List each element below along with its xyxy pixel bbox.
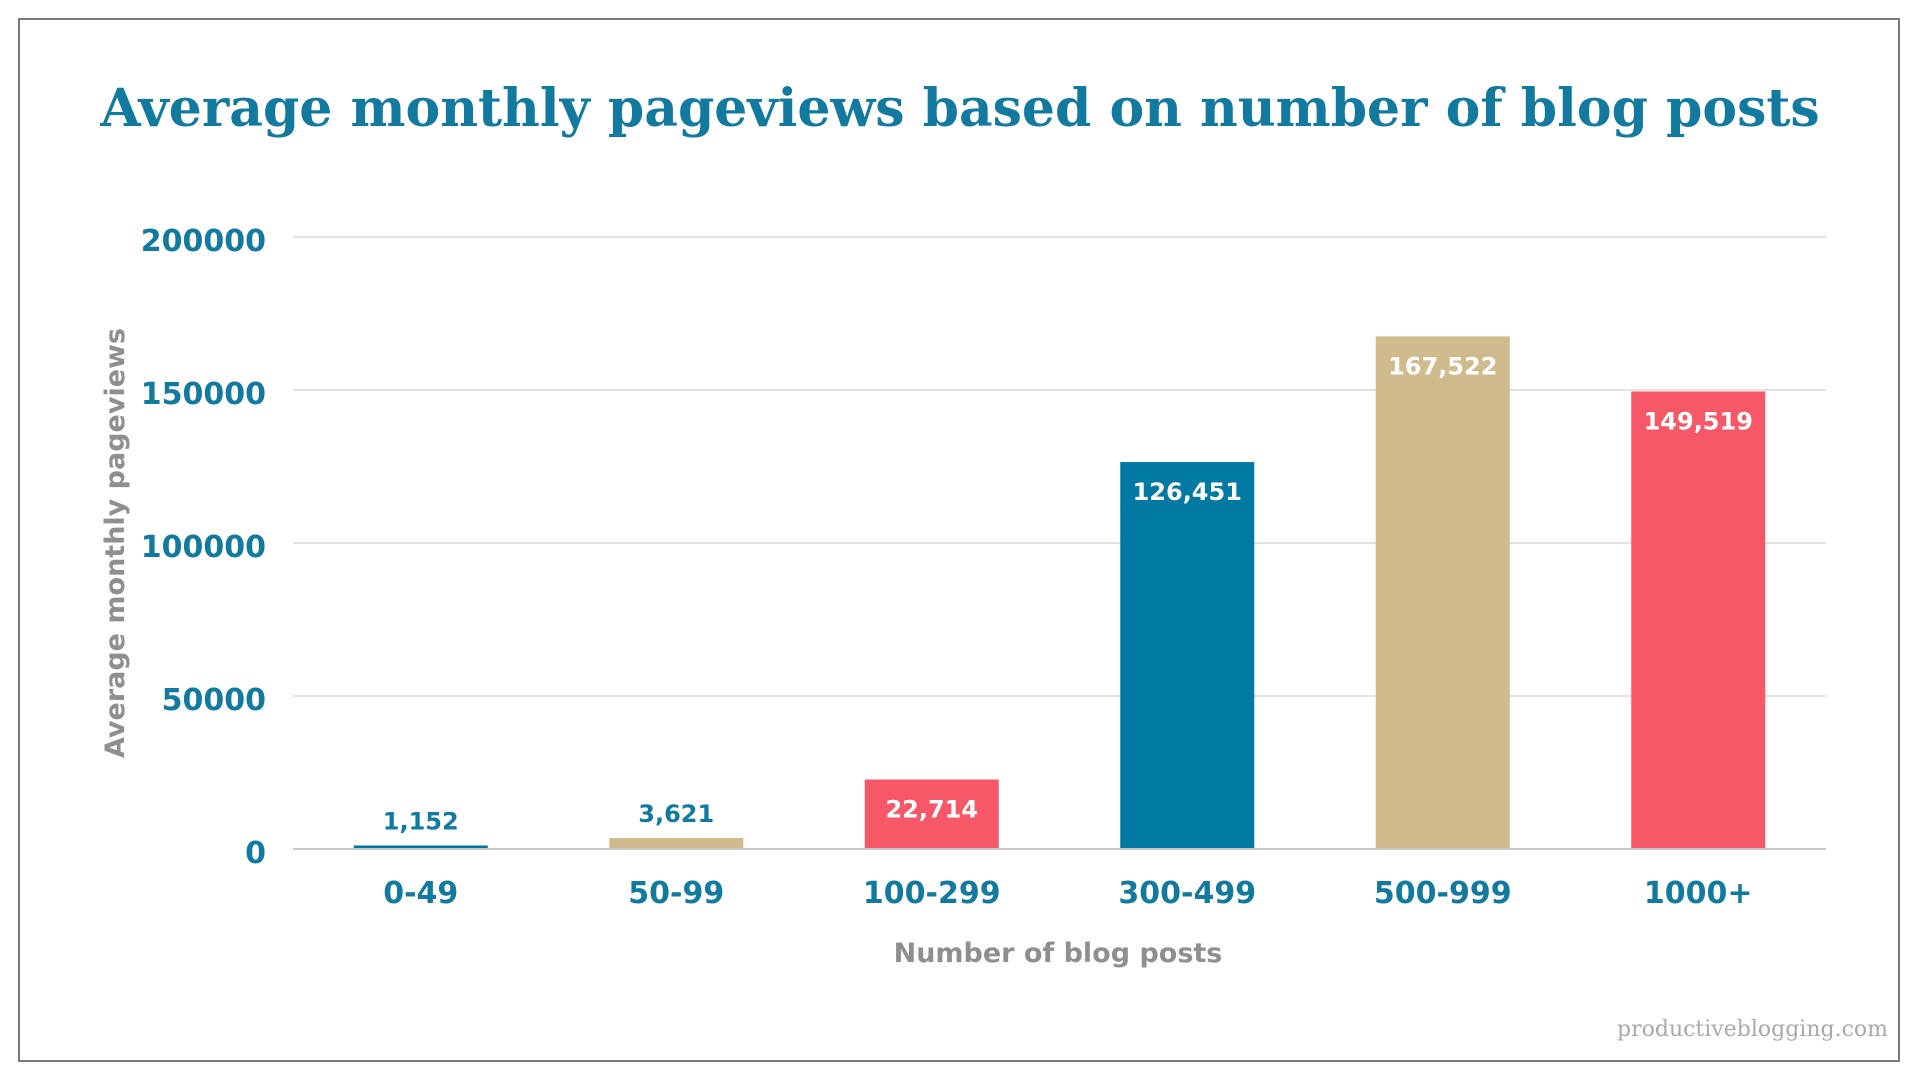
data-label: 167,522 (1388, 352, 1497, 380)
bar (864, 779, 999, 849)
bar (1631, 391, 1766, 849)
x-tick-label: 300-499 (1118, 876, 1256, 911)
y-tick-label: 150000 (141, 377, 266, 412)
y-tick-label: 0 (245, 836, 266, 871)
chart-title: Average monthly pageviews based on numbe… (100, 78, 1820, 139)
x-axis-title: Number of blog posts (894, 938, 1223, 969)
data-label: 149,519 (1644, 407, 1753, 435)
y-tick-label: 200000 (141, 224, 266, 259)
bar (353, 845, 488, 849)
watermark: productiveblogging.com (1617, 1017, 1888, 1042)
x-tick-label: 500-999 (1374, 876, 1512, 911)
x-tick-label: 100-299 (863, 876, 1001, 911)
bar (1375, 336, 1510, 849)
y-tick-label: 100000 (141, 530, 266, 565)
chart-frame (18, 18, 1900, 1062)
y-tick-label: 50000 (162, 683, 266, 718)
y-axis-title: Average monthly pageviews (100, 328, 131, 758)
data-label: 22,714 (885, 795, 978, 823)
data-label: 3,621 (638, 800, 714, 828)
x-tick-label: 0-49 (383, 876, 458, 911)
x-tick-label: 50-99 (628, 876, 724, 911)
data-label: 1,152 (383, 807, 459, 835)
bar (1120, 462, 1255, 849)
bar (609, 837, 744, 849)
x-tick-label: 1000+ (1644, 876, 1753, 911)
data-label: 126,451 (1133, 478, 1242, 506)
